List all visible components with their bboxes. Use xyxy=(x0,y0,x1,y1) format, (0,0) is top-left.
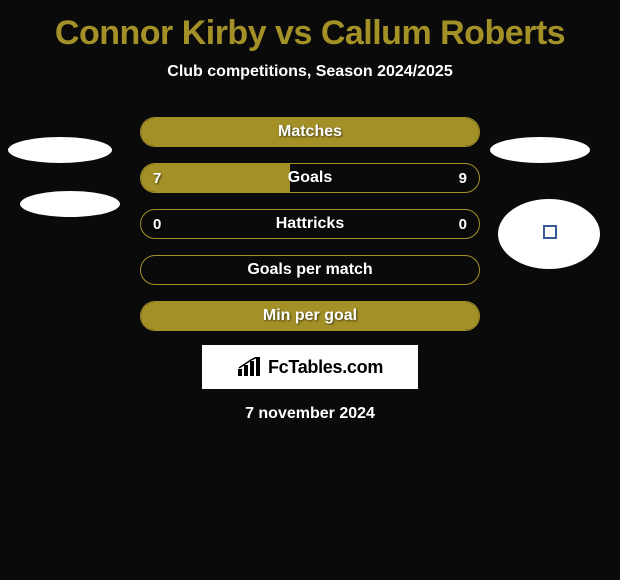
stat-right-value: 9 xyxy=(459,170,467,187)
decor-ellipse xyxy=(20,191,120,217)
square-icon xyxy=(543,225,557,239)
watermark: FcTables.com xyxy=(202,345,418,389)
stat-label: Goals xyxy=(141,169,479,187)
stat-bars: Matches 7 Goals 9 0 Hattricks 0 Goals pe… xyxy=(140,117,480,331)
stat-label: Min per goal xyxy=(141,307,479,325)
stat-label: Matches xyxy=(141,123,479,141)
stat-row: Matches xyxy=(140,117,480,147)
decor-ellipse xyxy=(8,137,112,163)
title-player1: Connor Kirby xyxy=(55,14,266,52)
comparison-content: Matches 7 Goals 9 0 Hattricks 0 Goals pe… xyxy=(0,117,620,423)
decor-ellipse xyxy=(498,199,600,269)
watermark-text: FcTables.com xyxy=(268,357,383,378)
stat-label: Goals per match xyxy=(141,261,479,279)
decor-ellipse xyxy=(490,137,590,163)
subtitle: Club competitions, Season 2024/2025 xyxy=(0,63,620,81)
stat-row: Goals per match xyxy=(140,255,480,285)
stat-right-value: 0 xyxy=(459,216,467,233)
stat-row: Min per goal xyxy=(140,301,480,331)
page-title: Connor Kirby vs Callum Roberts xyxy=(0,0,620,53)
date-text: 7 november 2024 xyxy=(0,405,620,423)
stat-row: 0 Hattricks 0 xyxy=(140,209,480,239)
title-vs: vs xyxy=(266,14,321,52)
stat-label: Hattricks xyxy=(141,215,479,233)
title-player2: Callum Roberts xyxy=(321,14,565,52)
chart-icon xyxy=(237,357,263,377)
stat-row: 7 Goals 9 xyxy=(140,163,480,193)
